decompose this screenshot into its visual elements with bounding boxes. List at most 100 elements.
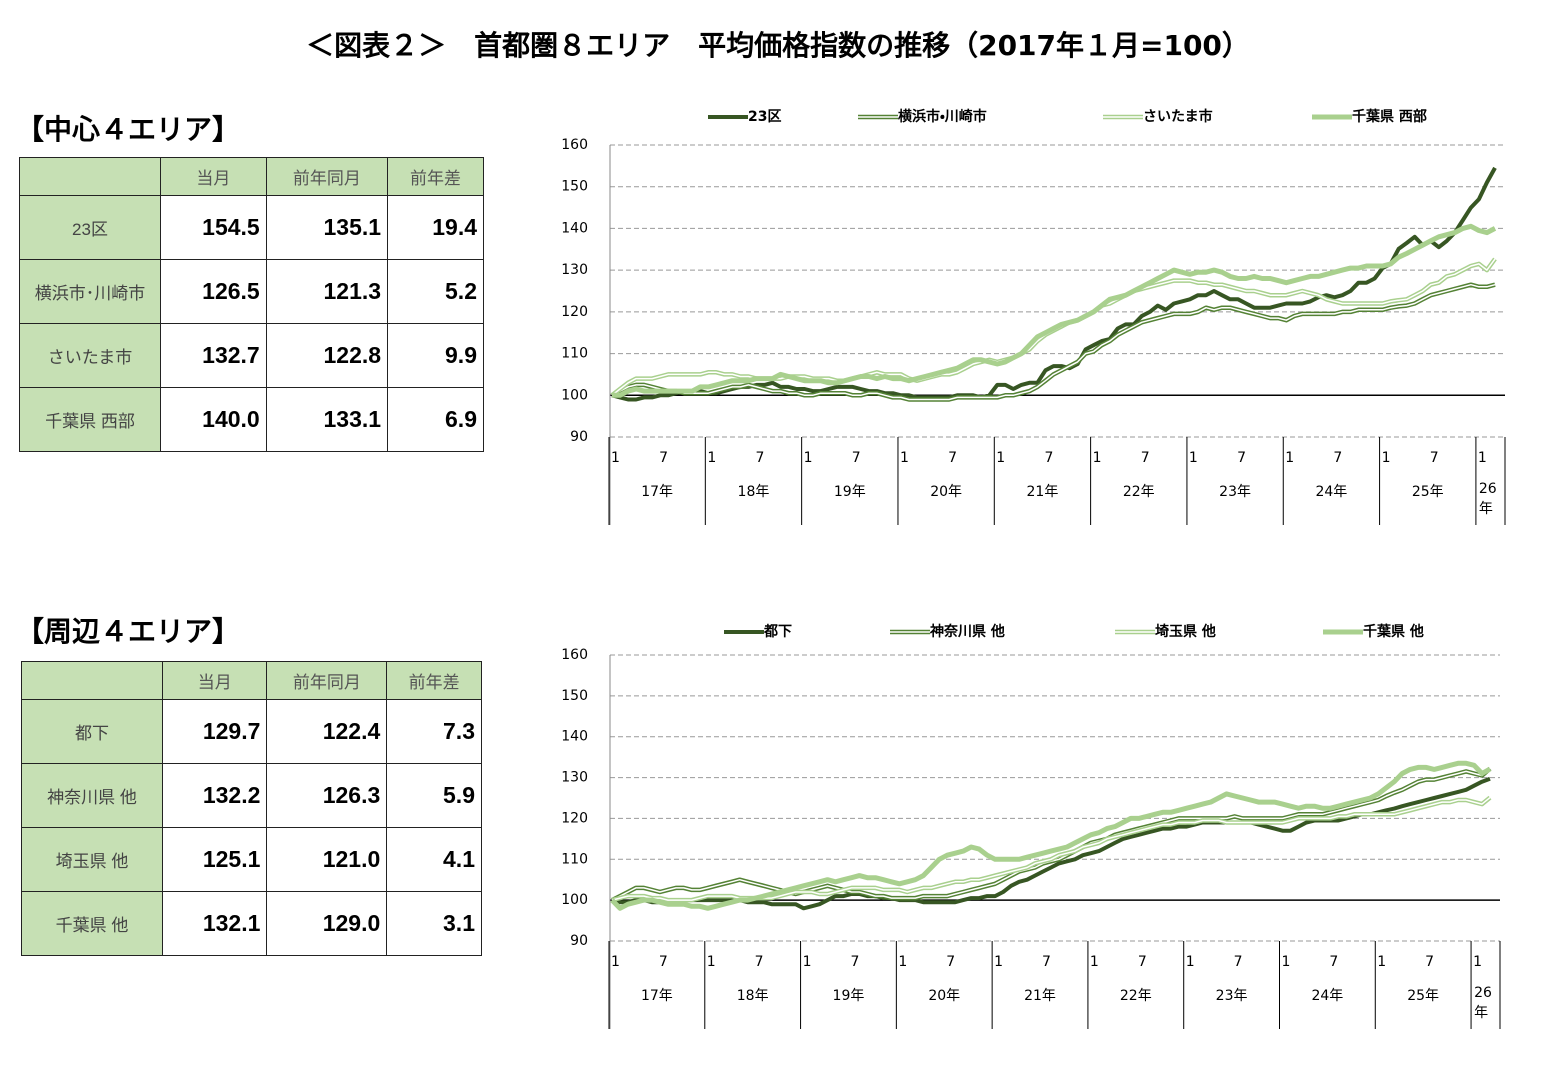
value-cell: 3.1	[386, 891, 482, 956]
year-label: 21年	[1026, 484, 1059, 500]
line-inner	[611, 768, 1491, 901]
value-cell: 121.3	[265, 259, 389, 324]
year-label: 19年	[832, 988, 865, 1004]
x-tick-label: 7	[1425, 954, 1434, 970]
header-cell: 当月	[160, 157, 267, 196]
value-cell: 135.1	[265, 195, 389, 260]
value-cell: 5.2	[387, 259, 484, 324]
table-row: 神奈川県 他 132.2 126.3 5.9	[21, 763, 482, 828]
y-tick-label: 150	[561, 688, 588, 704]
value-cell: 126.3	[266, 763, 388, 828]
value-cell: 7.3	[386, 699, 482, 764]
legend-label: 千葉県 他	[1363, 623, 1424, 640]
year-label: 22年	[1119, 988, 1152, 1004]
x-tick-label: 7	[852, 450, 861, 466]
line	[611, 776, 1491, 911]
row-name: 23区	[19, 195, 161, 260]
header-cell: 前年同月	[266, 661, 388, 700]
y-tick-label: 150	[561, 179, 588, 195]
y-tick-label: 160	[561, 647, 588, 663]
x-tick-label: 1	[1285, 450, 1294, 466]
value-cell: 140.0	[160, 387, 267, 452]
x-tick-label: 1	[611, 954, 620, 970]
x-tick-label: 7	[1042, 954, 1051, 970]
data-table: 当月 前年同月 前年差 23区 154.5 135.1 19.4 横浜市･川崎市 126.5 12…	[19, 157, 484, 452]
x-tick-label: 7	[755, 450, 764, 466]
x-tick-label: 1	[611, 450, 620, 466]
x-tick-label: 1	[1377, 954, 1386, 970]
header-cell: 前年同月	[265, 157, 389, 196]
value-cell: 121.0	[266, 827, 388, 892]
y-tick-label: 100	[561, 387, 588, 403]
x-tick-label: 7	[755, 954, 764, 970]
y-tick-label: 90	[570, 429, 588, 445]
y-tick-label: 160	[561, 137, 588, 153]
value-cell: 133.1	[265, 387, 389, 452]
value-cell: 129.7	[161, 699, 268, 764]
legend-label: 千葉県 西部	[1352, 108, 1427, 125]
year-label: 22年	[1122, 484, 1155, 500]
year-label: 26年	[1474, 985, 1492, 1021]
x-tick-label: 1	[996, 450, 1005, 466]
year-label: 26年	[1478, 481, 1497, 517]
legend-label: 埼玉県 他	[1155, 623, 1216, 640]
page-title: ＜図表２＞ 首都圏８エリア 平均価格指数の推移（2017年１月=100）	[306, 29, 1250, 62]
section-heading: 【周辺４エリア】	[16, 615, 241, 648]
x-tick-label: 1	[707, 450, 716, 466]
header-cell: 前年差	[386, 661, 482, 700]
value-cell: 4.1	[386, 827, 482, 892]
legend-label: 神奈川県 他	[929, 623, 1005, 640]
year-label: 23年	[1219, 484, 1251, 500]
value-cell: 126.5	[160, 259, 267, 324]
line-inner	[611, 283, 1496, 401]
x-tick-label: 7	[1044, 450, 1053, 466]
x-tick-label: 1	[898, 954, 907, 970]
x-tick-label: 1	[1281, 954, 1290, 970]
value-cell: 154.5	[160, 195, 267, 260]
x-tick-label: 1	[1189, 450, 1198, 466]
value-cell: 122.4	[266, 699, 388, 764]
x-tick-label: 7	[1430, 450, 1439, 466]
y-tick-label: 140	[561, 729, 588, 745]
y-tick-label: 130	[561, 770, 588, 786]
year-label: 24年	[1311, 988, 1344, 1004]
value-cell: 122.8	[265, 323, 389, 388]
row-name: 横浜市･川崎市	[19, 259, 161, 324]
x-tick-label: 7	[1141, 450, 1150, 466]
x-tick-label: 7	[659, 954, 668, 970]
x-tick-label: 1	[1090, 954, 1099, 970]
year-label: 20年	[930, 484, 963, 500]
legend-label: さいたま市	[1143, 108, 1213, 125]
table-row: さいたま市 132.7 122.8 9.9	[19, 323, 484, 388]
x-tick-label: 7	[1234, 954, 1243, 970]
y-tick-label: 120	[561, 810, 588, 826]
legend-label: 横浜市・川崎市	[898, 108, 987, 125]
year-label: 17年	[640, 988, 673, 1004]
line	[612, 223, 1497, 398]
x-tick-label: 1	[994, 954, 1003, 970]
x-tick-label: 1	[804, 450, 813, 466]
x-tick-label: 1	[1186, 954, 1195, 970]
x-tick-label: 7	[850, 954, 859, 970]
line	[610, 760, 1492, 911]
year-label: 18年	[736, 988, 769, 1004]
value-cell: 9.9	[387, 323, 484, 388]
value-cell: 129.0	[266, 891, 388, 956]
x-tick-label: 1	[1478, 450, 1487, 466]
x-tick-label: 7	[1138, 954, 1147, 970]
table-row: 千葉県 他 132.1 129.0 3.1	[21, 891, 482, 956]
table-row: 横浜市･川崎市 126.5 121.3 5.2	[19, 259, 484, 324]
y-tick-label: 110	[561, 346, 588, 362]
value-cell: 132.1	[161, 891, 268, 956]
row-name: 千葉県 西部	[19, 387, 161, 452]
row-name: 埼玉県 他	[21, 827, 163, 892]
year-label: 18年	[737, 484, 770, 500]
table-row: 都下 129.7 122.4 7.3	[21, 699, 482, 764]
value-cell: 5.9	[386, 763, 482, 828]
value-cell: 132.2	[161, 763, 268, 828]
y-tick-label: 130	[561, 262, 588, 278]
section-heading: 【中心４エリア】	[16, 113, 241, 146]
y-tick-label: 140	[561, 220, 588, 236]
line	[611, 166, 1497, 402]
